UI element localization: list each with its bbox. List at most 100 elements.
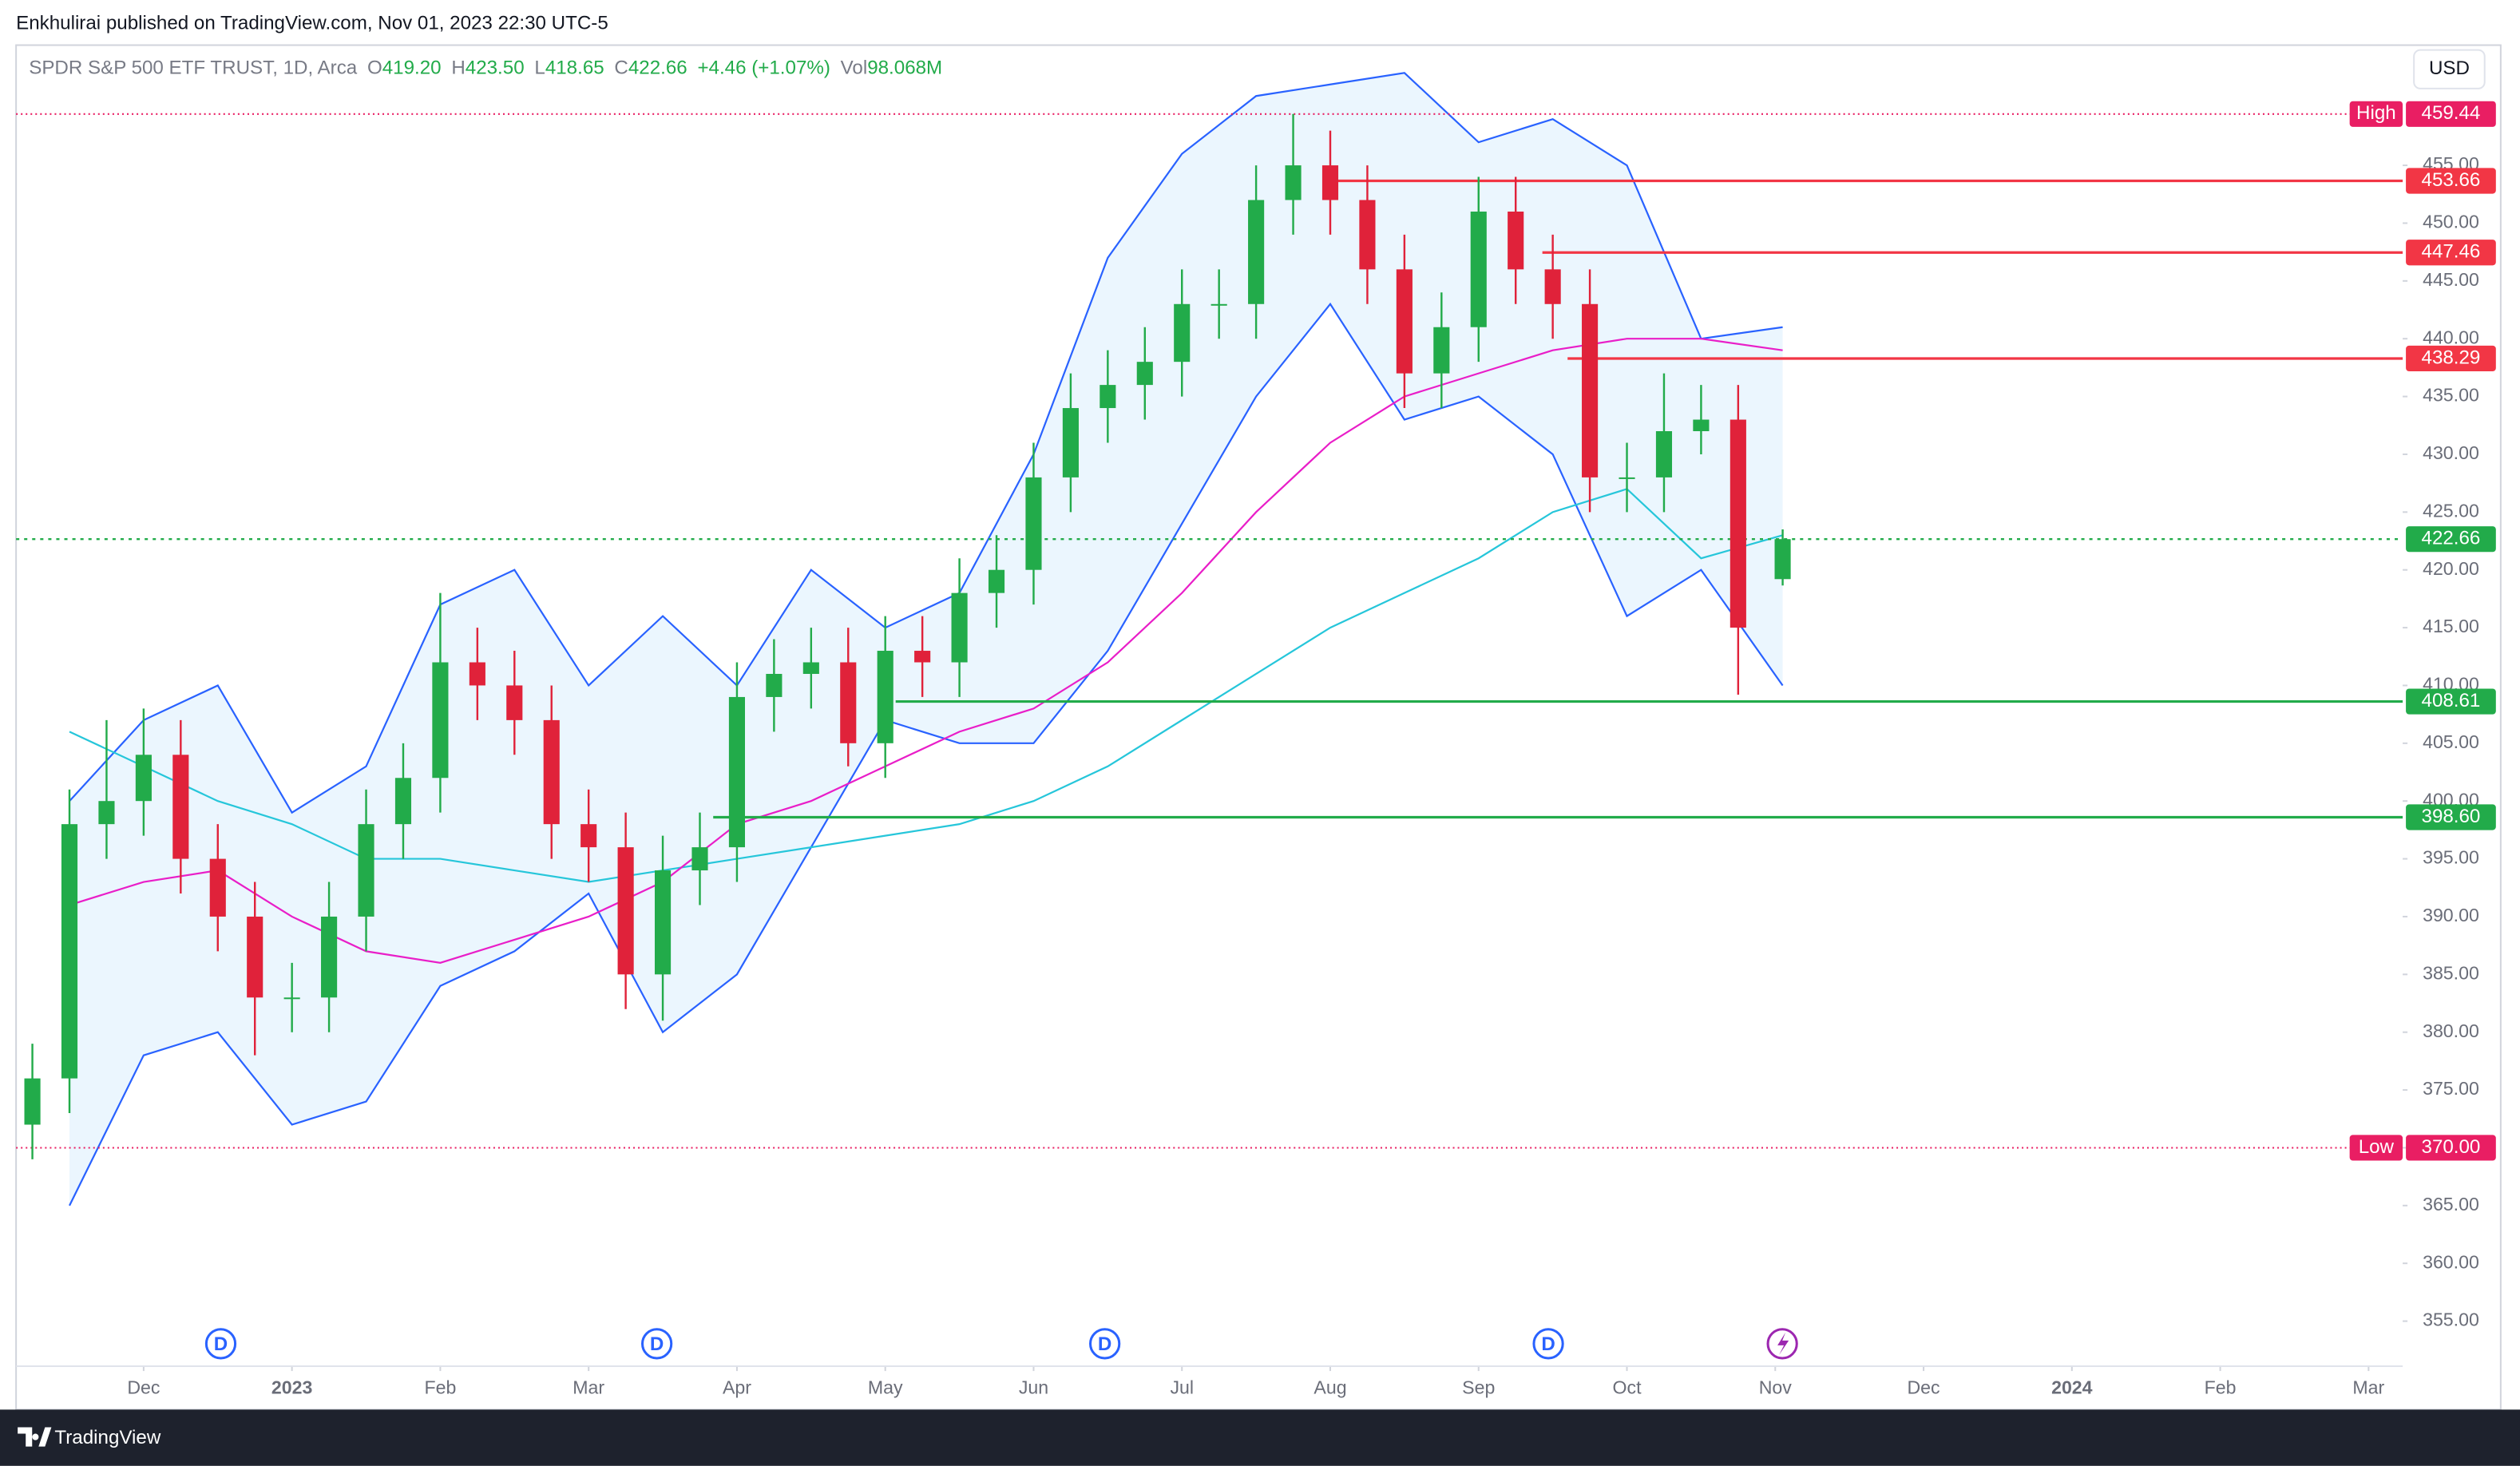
candle-body (1433, 327, 1450, 374)
footer-brand: TradingView (54, 1427, 160, 1448)
level-label: 438.29 (2422, 347, 2481, 368)
y-tick-label: 375.00 (2423, 1078, 2479, 1099)
high-value: 423.50 (466, 57, 525, 79)
y-tick-label: 435.00 (2423, 385, 2479, 406)
candle-body (951, 592, 968, 663)
candle-body (1285, 165, 1302, 200)
candle-body (914, 651, 931, 663)
y-tick-label: 365.00 (2423, 1194, 2479, 1214)
indicator-line (69, 338, 1783, 964)
symbol: SPDR S&P 500 ETF TRUST, 1D, Arca (29, 57, 358, 79)
extreme-value-label: 459.44 (2422, 102, 2481, 124)
y-tick-label: 430.00 (2423, 442, 2479, 463)
y-tick-label: 420.00 (2423, 558, 2479, 579)
candle-body (61, 824, 78, 1079)
plot-area: 355.00 360.00 365.00 370.00 375.00 380.00 385.… (16, 72, 2496, 1397)
candle-body (654, 870, 672, 975)
event-label: D (650, 1333, 664, 1355)
indicator-line (69, 302, 1784, 1206)
level-tag (2406, 240, 2496, 266)
candle-body (1693, 419, 1710, 432)
currency-button[interactable] (2413, 49, 2486, 89)
level-label: 447.46 (2422, 241, 2481, 263)
candle-body (1062, 408, 1079, 477)
y-tick-label: 445.00 (2423, 269, 2479, 290)
candle-body (24, 1078, 41, 1125)
extreme-value-tag (2406, 1135, 2496, 1161)
y-tick-label: 405.00 (2423, 731, 2479, 752)
candle-body (135, 755, 152, 802)
extreme-name: Low (2359, 1136, 2395, 1158)
low-label: L (534, 57, 545, 79)
candle-body (580, 824, 597, 848)
x-tick-label: 2024 (2051, 1377, 2093, 1397)
event-label: D (1541, 1333, 1555, 1355)
extreme-name: High (2356, 102, 2396, 124)
level-label: 453.66 (2422, 169, 2481, 191)
logo (18, 1427, 52, 1447)
level-tag (2406, 345, 2496, 372)
candle-body (1730, 419, 1746, 628)
candle-body (1508, 211, 1524, 270)
currency[interactable]: USD (2429, 57, 2470, 79)
candle-body (283, 997, 300, 1000)
candle-body (1582, 303, 1599, 477)
candle-body (247, 916, 263, 998)
candle-body (728, 696, 746, 848)
y-tick-label: 355.00 (2423, 1309, 2479, 1330)
change: +4.46 (+1.07%) (697, 57, 830, 79)
candle-body (802, 662, 819, 674)
footer (0, 1409, 2520, 1466)
high-label: H (451, 57, 465, 79)
candle-body (1619, 477, 1635, 479)
x-tick-label: Feb (2205, 1377, 2237, 1397)
y-tick-label: 390.00 (2423, 905, 2479, 925)
x-tick-label: Apr (723, 1377, 751, 1397)
x-tick-label: Dec (1907, 1377, 1940, 1397)
x-tick-label: Aug (1313, 1377, 1346, 1397)
level-label: 408.61 (2422, 690, 2481, 711)
candle-body (1321, 165, 1339, 200)
candle-body (1174, 303, 1191, 363)
x-tick-label: Oct (1613, 1377, 1642, 1397)
event-label: D (1098, 1333, 1111, 1355)
y-tick-label: 385.00 (2423, 962, 2479, 983)
candle-body (1774, 539, 1791, 580)
lightning (1777, 1332, 1789, 1355)
y-tick-label: 415.00 (2423, 616, 2479, 636)
event-icon (1089, 1328, 1121, 1360)
x-tick-label: 2023 (271, 1377, 313, 1397)
candle-body (506, 685, 523, 720)
open-label: O (367, 57, 382, 79)
extreme-name-tag (2349, 101, 2403, 127)
candle-body (988, 569, 1005, 593)
candle-body (877, 651, 893, 743)
candle-body (1136, 362, 1153, 386)
event-label: D (214, 1333, 228, 1355)
candle-body (321, 916, 338, 998)
candle-body (1655, 431, 1673, 477)
level-tag (2406, 688, 2496, 715)
y-tick-label: 450.00 (2423, 212, 2479, 232)
open-value: 419.20 (382, 57, 442, 79)
y-tick-label: 440.00 (2423, 327, 2479, 347)
candle-body (1396, 269, 1413, 374)
candle-body (209, 858, 226, 917)
candle-body (1100, 385, 1116, 409)
indicator-line (69, 488, 1783, 883)
x-tick-label: Feb (424, 1377, 456, 1397)
candle-body (1210, 303, 1227, 306)
volume-label: Vol (841, 57, 868, 79)
y-tick-label: 380.00 (2423, 1020, 2479, 1041)
level-tag (2406, 168, 2496, 194)
event-icon (204, 1328, 237, 1360)
candle-body (1248, 200, 1265, 304)
close-label: C (614, 57, 628, 79)
candle-body (840, 662, 857, 743)
candle-body (1544, 269, 1561, 304)
extreme-name-tag (2349, 1135, 2403, 1161)
volume-value: 98.068M (867, 57, 942, 79)
event-icon (1532, 1328, 1564, 1360)
